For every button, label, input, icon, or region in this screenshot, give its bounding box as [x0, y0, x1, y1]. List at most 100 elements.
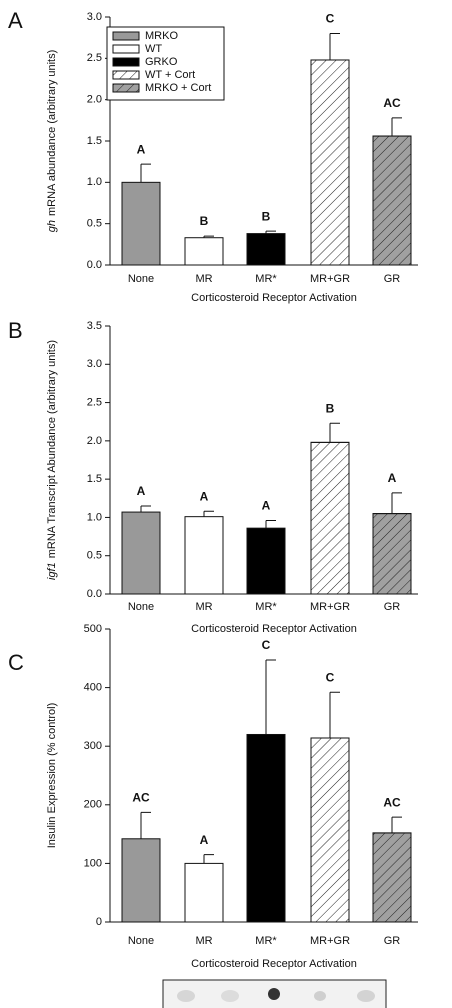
error-bar	[330, 423, 340, 442]
panel-label: B	[8, 318, 23, 343]
bar	[185, 517, 223, 594]
bar-label: C	[262, 638, 271, 652]
bar	[185, 863, 223, 922]
legend-swatch	[113, 32, 139, 40]
bar-label: C	[326, 12, 335, 26]
y-tick-label: 3.0	[87, 11, 102, 23]
y-tick-label: 2.5	[87, 396, 102, 408]
error-bar	[141, 812, 151, 838]
x-tick-label: None	[128, 935, 154, 947]
x-axis-label: Corticosteroid Receptor Activation	[191, 292, 357, 304]
bar-hatch	[373, 136, 411, 265]
y-tick-label: 1.0	[87, 176, 102, 188]
legend-hatch	[113, 84, 139, 92]
bar-label: A	[262, 499, 271, 513]
bar-label: A	[388, 471, 397, 485]
error-bar	[204, 855, 214, 864]
y-axis-gene: gh	[46, 220, 58, 232]
bar-hatch	[311, 442, 349, 594]
error-bar	[392, 118, 402, 136]
x-tick-label: MR+GR	[310, 601, 350, 613]
y-tick-label: 3.5	[87, 320, 102, 332]
y-axis-label: igf1 mRNA Transcript Abundance (arbitrary…	[46, 340, 58, 580]
bar-label: A	[137, 142, 146, 156]
legend-label: WT + Cort	[145, 69, 195, 81]
bar-label: A	[137, 484, 146, 498]
bar-label: B	[200, 214, 209, 228]
x-tick-label: GR	[384, 601, 401, 613]
bar	[122, 182, 160, 265]
bar-hatch	[373, 514, 411, 594]
y-axis-label: Insulin Expression (% control)	[46, 703, 58, 849]
bar	[122, 512, 160, 594]
bar	[122, 839, 160, 922]
bar-label: B	[326, 401, 335, 415]
bar-label: AC	[383, 96, 401, 110]
bar-label: B	[262, 209, 271, 223]
y-tick-label: 2.5	[87, 52, 102, 64]
dot-blot	[163, 980, 386, 1008]
y-tick-label: 200	[84, 799, 102, 811]
bar-label: AC	[383, 795, 401, 809]
y-tick-label: 0.5	[87, 218, 102, 230]
y-tick-label: 0.5	[87, 550, 102, 562]
y-tick-label: 2.0	[87, 435, 102, 447]
x-tick-label: MR	[195, 601, 212, 613]
legend-label: MRKO + Cort	[145, 82, 211, 94]
x-tick-label: MR+GR	[310, 935, 350, 947]
x-tick-label: MR*	[255, 273, 277, 285]
x-axis-label: Corticosteroid Receptor Activation	[191, 958, 357, 970]
y-axis-label: gh mRNA abundance (arbitrary units)	[46, 50, 58, 233]
bar	[247, 734, 285, 922]
panel-label: A	[8, 8, 23, 33]
figure: A 0.0 0.5 1.0 1.5 2.0 2.5 3.0 gh mRNA abundance (…	[0, 0, 452, 1008]
x-tick-label: None	[128, 601, 154, 613]
bar-hatch	[311, 738, 349, 922]
x-tick-label: GR	[384, 273, 401, 285]
y-tick-label: 3.0	[87, 358, 102, 370]
y-tick-label: 1.5	[87, 473, 102, 485]
y-tick-label: 2.0	[87, 94, 102, 106]
error-bar	[266, 520, 276, 528]
y-tick-label: 0	[96, 916, 102, 928]
error-bar	[266, 660, 276, 734]
x-tick-label: MR	[195, 273, 212, 285]
legend-hatch	[113, 71, 139, 79]
x-tick-label: None	[128, 273, 154, 285]
y-axis-label-text: Insulin Expression (% control)	[46, 703, 58, 849]
y-axis-label-text: mRNA Transcript Abundance (arbitrary uni…	[46, 340, 58, 558]
error-bar	[392, 493, 402, 514]
error-bar	[330, 692, 340, 738]
y-tick-label: 0.0	[87, 259, 102, 271]
bar-hatch	[373, 833, 411, 922]
x-tick-label: MR*	[255, 935, 277, 947]
legend-label: GRKO	[145, 56, 178, 68]
legend-swatch	[113, 58, 139, 66]
bar-label: C	[326, 670, 335, 684]
error-bar	[141, 164, 151, 182]
error-bar	[330, 34, 340, 60]
x-tick-label: MR+GR	[310, 273, 350, 285]
error-bar	[141, 506, 151, 512]
x-tick-label: MR	[195, 935, 212, 947]
bar	[247, 528, 285, 594]
x-axis-label: Corticosteroid Receptor Activation	[191, 623, 357, 635]
error-bar	[204, 511, 214, 516]
x-tick-label: GR	[384, 935, 401, 947]
bar-label: AC	[132, 791, 150, 805]
y-tick-label: 400	[84, 682, 102, 694]
y-tick-label: 500	[84, 623, 102, 635]
bar-hatch	[311, 60, 349, 265]
bar-label: A	[200, 489, 209, 503]
y-axis-label-text: mRNA abundance (arbitrary units)	[46, 50, 58, 216]
x-tick-label: MR*	[255, 601, 277, 613]
legend-label: WT	[145, 43, 162, 55]
panel-label: C	[8, 650, 24, 675]
y-tick-label: 0.0	[87, 588, 102, 600]
y-tick-label: 300	[84, 740, 102, 752]
y-axis-gene: igf1	[46, 562, 58, 580]
legend-swatch	[113, 45, 139, 53]
bar-label: A	[200, 833, 209, 847]
bar	[247, 234, 285, 265]
y-tick-label: 100	[84, 857, 102, 869]
